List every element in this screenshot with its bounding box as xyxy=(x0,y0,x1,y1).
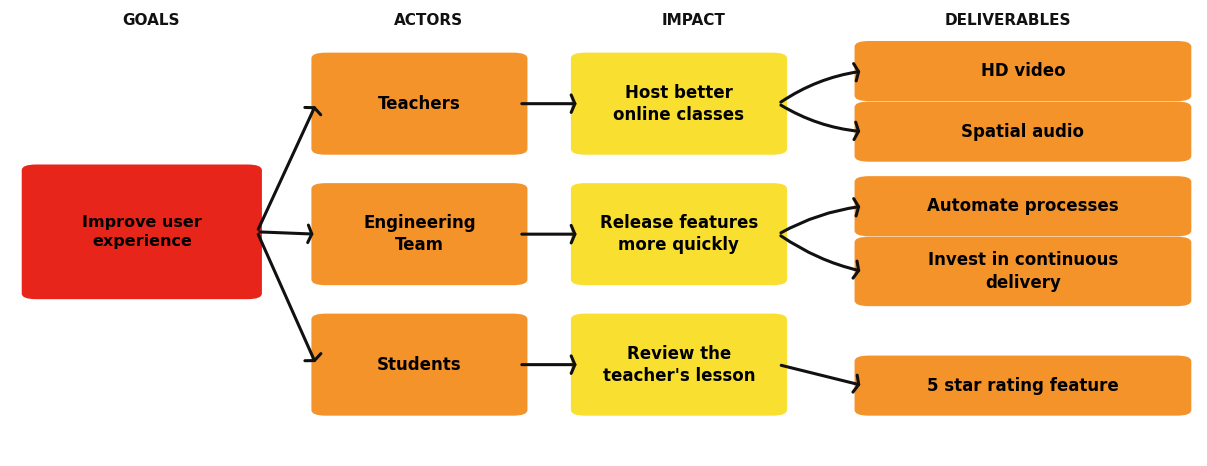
Text: Automate processes: Automate processes xyxy=(927,197,1119,215)
FancyBboxPatch shape xyxy=(571,183,787,285)
Text: ACTORS: ACTORS xyxy=(393,14,463,28)
FancyBboxPatch shape xyxy=(855,102,1191,162)
Text: Spatial audio: Spatial audio xyxy=(962,123,1084,141)
Text: DELIVERABLES: DELIVERABLES xyxy=(945,14,1071,28)
FancyBboxPatch shape xyxy=(22,164,262,299)
Text: IMPACT: IMPACT xyxy=(663,14,725,28)
FancyBboxPatch shape xyxy=(571,314,787,416)
Text: 5 star rating feature: 5 star rating feature xyxy=(927,377,1119,395)
Text: Invest in continuous
delivery: Invest in continuous delivery xyxy=(928,251,1118,292)
FancyBboxPatch shape xyxy=(311,53,527,155)
Text: Review the
teacher's lesson: Review the teacher's lesson xyxy=(602,344,756,385)
Text: Students: Students xyxy=(377,356,462,374)
Text: Teachers: Teachers xyxy=(378,95,461,113)
FancyBboxPatch shape xyxy=(855,237,1191,306)
Text: HD video: HD video xyxy=(980,62,1066,80)
Text: Release features
more quickly: Release features more quickly xyxy=(600,214,758,254)
FancyBboxPatch shape xyxy=(311,314,527,416)
FancyBboxPatch shape xyxy=(855,41,1191,101)
FancyBboxPatch shape xyxy=(855,356,1191,416)
Text: Engineering
Team: Engineering Team xyxy=(363,214,476,254)
Text: Improve user
experience: Improve user experience xyxy=(82,215,202,249)
Text: Host better
online classes: Host better online classes xyxy=(613,83,745,124)
Text: GOALS: GOALS xyxy=(122,14,180,28)
FancyBboxPatch shape xyxy=(571,53,787,155)
FancyBboxPatch shape xyxy=(855,176,1191,236)
FancyBboxPatch shape xyxy=(311,183,527,285)
